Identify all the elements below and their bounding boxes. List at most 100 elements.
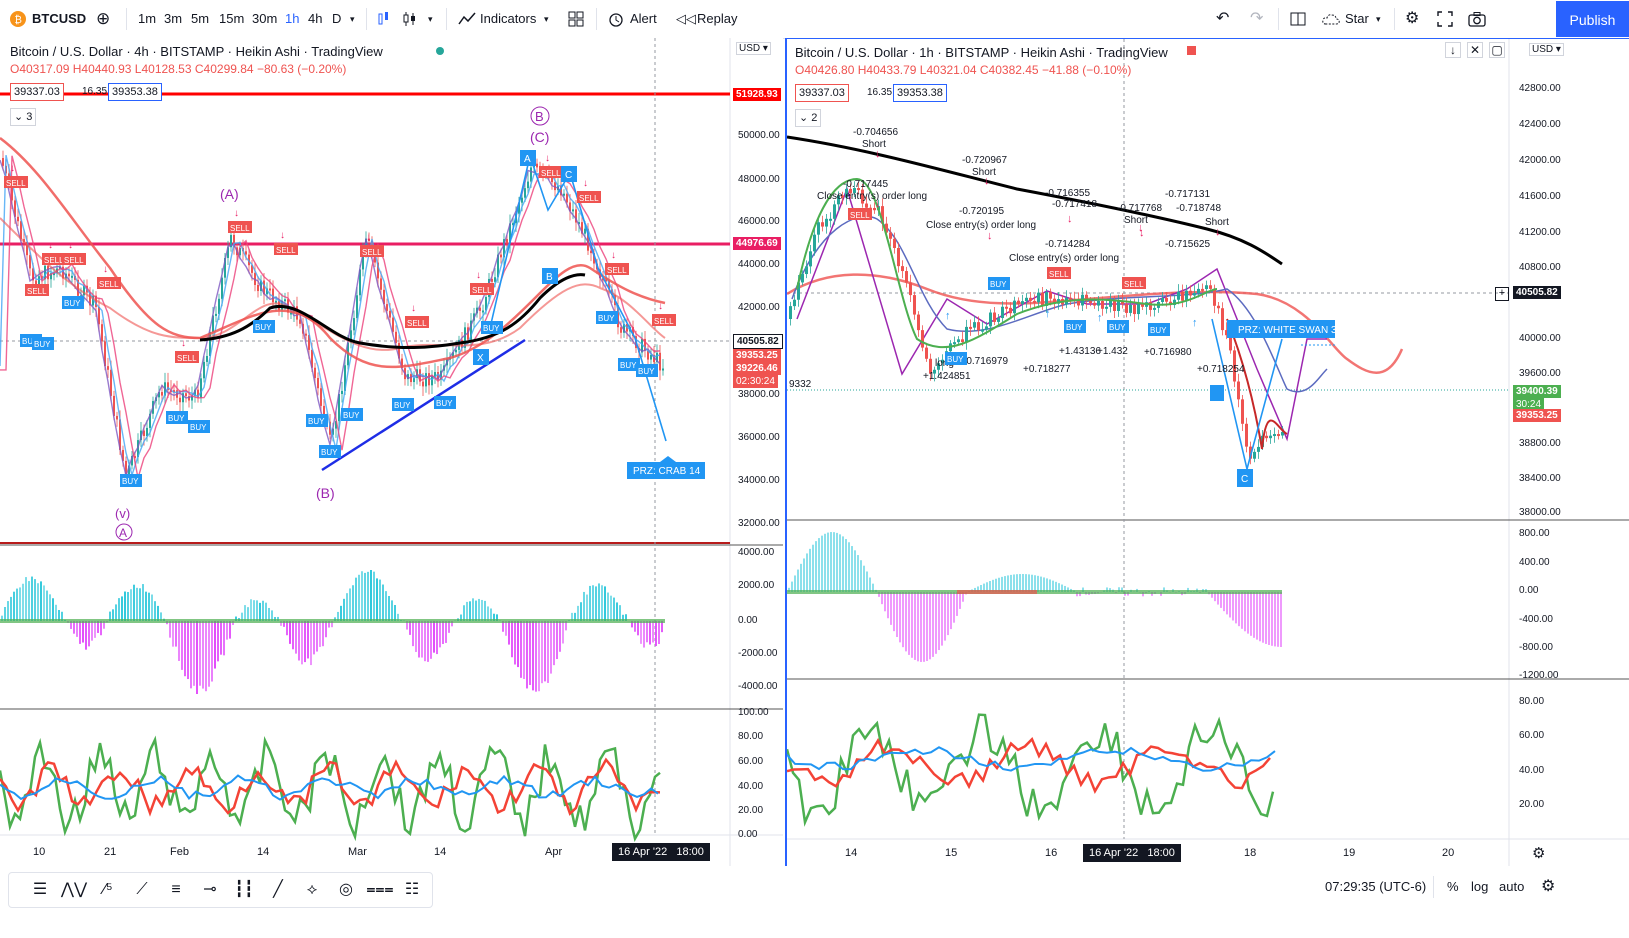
clock-timezone[interactable]: 07:29:35 (UTC-6) bbox=[1325, 879, 1427, 894]
maximize-pane-icon[interactable]: ▢ bbox=[1489, 42, 1505, 58]
trend-line-icon[interactable]: ⟋ bbox=[136, 881, 148, 898]
plus-add-icon[interactable]: + bbox=[1495, 287, 1509, 301]
candle bbox=[1225, 330, 1228, 336]
buy-signal bbox=[434, 396, 456, 409]
indicators-button[interactable]: Indicators bbox=[480, 11, 537, 26]
right-currency-select[interactable]: USD ▾ bbox=[1529, 43, 1564, 56]
left-price-tick: 38000.00 bbox=[738, 389, 780, 400]
templates-grid-icon[interactable] bbox=[568, 7, 584, 31]
layout-select-icon[interactable] bbox=[1290, 7, 1306, 31]
candle bbox=[494, 277, 496, 282]
left-indicators-toggle[interactable]: ⌄ 3 bbox=[10, 108, 37, 126]
right-sell-price-button[interactable]: 39337.03 bbox=[795, 84, 849, 102]
replay-icon[interactable]: ◁◁ bbox=[676, 11, 696, 26]
left-price-tick: 34000.00 bbox=[738, 475, 780, 486]
publish-button[interactable]: Publish bbox=[1556, 1, 1629, 37]
compare-add-icon[interactable]: ⊕ bbox=[96, 9, 111, 28]
line-tool-icon[interactable]: ╱ bbox=[273, 881, 283, 898]
layout-dropdown-icon[interactable]: ▾ bbox=[1376, 14, 1381, 24]
left-sell-price-button[interactable]: 39337.03 bbox=[10, 83, 64, 101]
intervals-dropdown-icon[interactable]: ▾ bbox=[350, 14, 355, 24]
settings-gear-icon[interactable]: ⚙ bbox=[1405, 10, 1420, 27]
interval-5m[interactable]: 5m bbox=[191, 11, 210, 26]
undo-icon[interactable]: ↶ bbox=[1216, 10, 1230, 27]
sell-signal-label: SELL bbox=[276, 246, 296, 255]
chart-type-dropdown-icon[interactable]: ▾ bbox=[428, 14, 433, 24]
interval-d[interactable]: D bbox=[332, 11, 342, 26]
interval-15m[interactable]: 15m bbox=[219, 11, 245, 26]
left-time-tick: Mar bbox=[348, 846, 367, 858]
candle bbox=[173, 390, 175, 393]
cloud-icon[interactable] bbox=[1321, 7, 1341, 31]
alert-clock-icon[interactable] bbox=[608, 7, 624, 31]
elliott-wave-icon[interactable]: ⁄⁵ bbox=[103, 881, 113, 898]
candle bbox=[1181, 291, 1184, 301]
left-chart-title: Bitcoin / U.S. Dollar · 4h · BITSTAMP · … bbox=[10, 44, 383, 59]
fib-icon[interactable]: ≡ bbox=[171, 881, 181, 898]
symbol-search[interactable]: BTCUSD bbox=[32, 11, 87, 26]
right-chart-pane[interactable]: -0.704656 Short -0.717445 Close entry(s) or… bbox=[785, 38, 1629, 867]
pattern-xabcd-icon[interactable]: ⋀⋁ bbox=[60, 881, 88, 898]
alert-button[interactable]: Alert bbox=[630, 11, 657, 26]
percent-scale-toggle[interactable]: % bbox=[1447, 879, 1459, 894]
left-level-top-tag: 51928.93 bbox=[733, 88, 781, 101]
redo-icon[interactable]: ↷ bbox=[1250, 10, 1264, 27]
log-scale-toggle[interactable]: log bbox=[1471, 879, 1489, 894]
fullscreen-icon[interactable] bbox=[1437, 7, 1453, 31]
replay-button[interactable]: Replay bbox=[697, 11, 738, 26]
layout-name[interactable]: Star bbox=[1345, 11, 1369, 26]
left-chart-pane[interactable]: SELL ↓ SELL ↓ SELL ↓ SELL ↓ SELL ↓ SELL ↓ SELL ↓ SELL ↓… bbox=[0, 38, 783, 866]
left-chart-canvas[interactable]: SELL ↓ SELL ↓ SELL ↓ SELL ↓ SELL ↓ SELL ↓ SELL ↓ SELL ↓… bbox=[0, 38, 783, 866]
bar-type-icon[interactable] bbox=[377, 7, 391, 31]
indicators-icon[interactable] bbox=[458, 7, 476, 31]
interval-1m[interactable]: 1m bbox=[138, 11, 157, 26]
prz-white-swan-label: PRZ: WHITE SWAN 3 bbox=[1238, 325, 1337, 336]
trade-annotation: -0.717418 bbox=[1052, 199, 1097, 210]
arrow-down-icon: ↓ bbox=[1138, 222, 1144, 234]
chart-settings-gear-icon[interactable]: ⚙ bbox=[1532, 845, 1546, 862]
sell-signal-label: SELL bbox=[99, 280, 119, 289]
left-buy-price-button[interactable]: 39353.38 bbox=[108, 83, 162, 101]
menu-lines-icon[interactable]: ☰ bbox=[32, 881, 48, 898]
arrow-down-icon[interactable]: ↓ bbox=[1445, 42, 1461, 58]
channel-icon[interactable]: ⩶ bbox=[366, 881, 394, 898]
candle bbox=[925, 347, 928, 359]
arrow-down-icon: ↓ bbox=[31, 271, 36, 282]
interval-4h[interactable]: 4h bbox=[308, 11, 323, 26]
close-pane-icon[interactable]: ✕ bbox=[1467, 42, 1483, 58]
parallel-channel-icon[interactable]: ☷ bbox=[404, 881, 420, 898]
candle bbox=[263, 280, 265, 295]
indicators-dropdown-icon[interactable]: ▾ bbox=[544, 14, 549, 24]
cycle-spiral-icon[interactable]: ◎ bbox=[339, 881, 353, 898]
candle bbox=[521, 197, 523, 203]
sell-signal bbox=[405, 316, 429, 328]
left-price-tag-2: 39226.46 bbox=[733, 362, 781, 375]
chevron-down-icon: ⌄ bbox=[14, 111, 27, 123]
bottom-settings-gear-icon[interactable]: ⚙ bbox=[1541, 878, 1556, 895]
candle bbox=[620, 327, 622, 333]
right-buy-price-button[interactable]: 39353.38 bbox=[893, 84, 947, 102]
left-countdown-tag: 02:30:24 bbox=[733, 375, 778, 388]
camera-snapshot-icon[interactable] bbox=[1468, 7, 1486, 31]
interval-30m[interactable]: 30m bbox=[252, 11, 278, 26]
ribbon-line bbox=[0, 159, 661, 479]
candle-style-icon[interactable] bbox=[402, 7, 418, 31]
interval-3m[interactable]: 3m bbox=[164, 11, 183, 26]
trade-annotation: +0.718254 bbox=[1197, 364, 1245, 375]
candle bbox=[965, 326, 968, 343]
horizontal-ray-icon[interactable]: ⊸ bbox=[203, 881, 217, 898]
left-currency-select[interactable]: USD ▾ bbox=[736, 42, 771, 55]
candle bbox=[305, 333, 307, 336]
arrow-down-icon: ↓ bbox=[1067, 213, 1073, 225]
right-osc-tick: 400.00 bbox=[1519, 557, 1550, 568]
auto-scale-toggle[interactable]: auto bbox=[1499, 879, 1525, 894]
svg-text:₿: ₿ bbox=[15, 14, 22, 26]
bars-pattern-icon[interactable]: ┇┇ bbox=[234, 881, 254, 898]
node-path-icon[interactable]: ⟡ bbox=[306, 881, 318, 898]
right-indicators-toggle[interactable]: ⌄ 2 bbox=[795, 109, 822, 127]
interval-1h[interactable]: 1h bbox=[285, 11, 300, 26]
candle bbox=[503, 239, 505, 258]
candle bbox=[248, 254, 250, 266]
right-rsi-tick: 20.00 bbox=[1519, 799, 1545, 810]
